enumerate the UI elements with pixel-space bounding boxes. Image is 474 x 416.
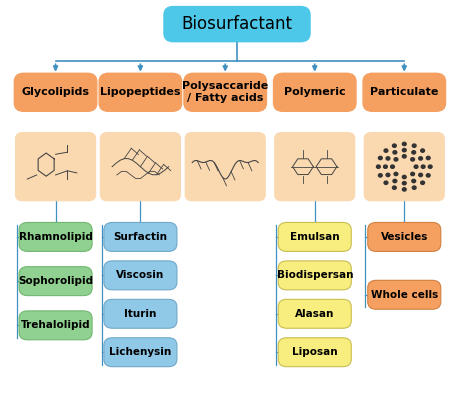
Text: Polymeric: Polymeric [284, 87, 346, 97]
Circle shape [384, 149, 388, 152]
FancyBboxPatch shape [16, 133, 96, 201]
Circle shape [386, 157, 390, 160]
Text: Sophorolipid: Sophorolipid [18, 276, 93, 286]
Text: Vesicles: Vesicles [381, 232, 428, 242]
FancyBboxPatch shape [104, 300, 177, 328]
FancyBboxPatch shape [278, 338, 351, 366]
Circle shape [394, 158, 398, 161]
Circle shape [386, 173, 390, 177]
Circle shape [421, 149, 425, 152]
Circle shape [383, 165, 387, 168]
FancyBboxPatch shape [275, 133, 355, 201]
Text: Particulate: Particulate [370, 87, 438, 97]
Circle shape [421, 181, 425, 184]
Circle shape [412, 179, 416, 183]
Circle shape [402, 149, 406, 152]
FancyBboxPatch shape [185, 133, 265, 201]
FancyBboxPatch shape [104, 223, 177, 251]
Text: Alasan: Alasan [295, 309, 335, 319]
FancyBboxPatch shape [104, 261, 177, 290]
Text: Surfactin: Surfactin [113, 232, 167, 242]
Text: Liposan: Liposan [292, 347, 337, 357]
Circle shape [402, 188, 406, 191]
FancyBboxPatch shape [368, 280, 441, 309]
Text: Emulsan: Emulsan [290, 232, 339, 242]
FancyBboxPatch shape [99, 73, 182, 111]
Circle shape [402, 181, 406, 185]
Text: Whole cells: Whole cells [371, 290, 438, 300]
FancyBboxPatch shape [104, 338, 177, 366]
Circle shape [378, 156, 382, 160]
Circle shape [426, 156, 430, 160]
Circle shape [394, 172, 398, 176]
FancyBboxPatch shape [19, 267, 92, 296]
Circle shape [412, 151, 416, 154]
Text: Lipopeptides: Lipopeptides [100, 87, 181, 97]
Circle shape [402, 142, 406, 146]
Circle shape [376, 165, 380, 168]
Circle shape [402, 155, 406, 158]
FancyBboxPatch shape [19, 311, 92, 340]
FancyBboxPatch shape [19, 223, 92, 251]
FancyBboxPatch shape [14, 73, 97, 111]
Circle shape [392, 186, 396, 189]
Circle shape [378, 174, 382, 177]
FancyBboxPatch shape [184, 73, 266, 111]
Circle shape [402, 176, 406, 178]
Text: Polysaccaride
/ Fatty acids: Polysaccaride / Fatty acids [182, 82, 268, 103]
Text: Viscosin: Viscosin [116, 270, 164, 280]
Circle shape [412, 186, 416, 189]
Circle shape [411, 172, 414, 176]
Text: Biosurfactant: Biosurfactant [182, 15, 292, 33]
FancyBboxPatch shape [278, 223, 351, 251]
Circle shape [392, 144, 396, 147]
Circle shape [421, 165, 425, 168]
Circle shape [393, 179, 397, 183]
Circle shape [393, 151, 397, 154]
Circle shape [384, 181, 388, 184]
Circle shape [419, 173, 422, 177]
Circle shape [419, 157, 422, 160]
Circle shape [426, 174, 430, 177]
FancyBboxPatch shape [278, 261, 351, 290]
FancyBboxPatch shape [364, 133, 444, 201]
FancyBboxPatch shape [363, 73, 446, 111]
Text: Iturin: Iturin [124, 309, 156, 319]
Text: Lichenysin: Lichenysin [109, 347, 172, 357]
FancyBboxPatch shape [278, 300, 351, 328]
Circle shape [412, 144, 416, 147]
Circle shape [428, 165, 432, 168]
FancyBboxPatch shape [368, 223, 441, 251]
Text: Rhamnolipid: Rhamnolipid [18, 232, 92, 242]
Text: Glycolipids: Glycolipids [22, 87, 90, 97]
FancyBboxPatch shape [273, 73, 356, 111]
Circle shape [391, 165, 394, 168]
FancyBboxPatch shape [164, 7, 310, 42]
Circle shape [414, 165, 418, 168]
Circle shape [411, 158, 414, 161]
FancyBboxPatch shape [100, 133, 181, 201]
Text: Trehalolipid: Trehalolipid [21, 320, 91, 330]
Text: Biodispersan: Biodispersan [276, 270, 353, 280]
